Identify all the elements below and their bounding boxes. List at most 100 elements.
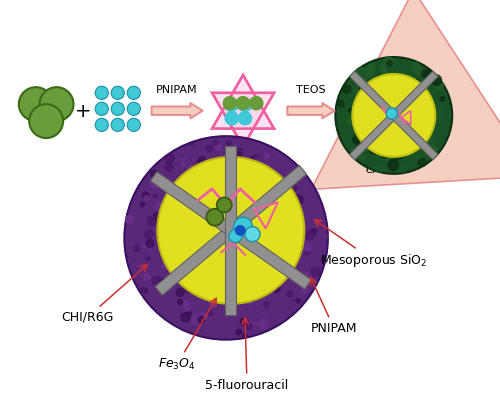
Circle shape	[218, 210, 222, 213]
Circle shape	[228, 164, 234, 169]
Circle shape	[306, 231, 314, 239]
Circle shape	[224, 271, 232, 278]
Circle shape	[246, 245, 250, 249]
Circle shape	[186, 239, 194, 247]
Circle shape	[382, 114, 388, 120]
Circle shape	[304, 250, 310, 255]
Circle shape	[262, 244, 268, 250]
Circle shape	[220, 238, 225, 243]
Circle shape	[386, 108, 398, 119]
Circle shape	[294, 195, 303, 204]
Circle shape	[434, 106, 444, 116]
Circle shape	[428, 113, 439, 124]
Circle shape	[379, 146, 388, 154]
Circle shape	[212, 241, 220, 250]
Circle shape	[388, 111, 396, 118]
Circle shape	[287, 291, 293, 297]
Circle shape	[238, 195, 244, 201]
Circle shape	[251, 242, 260, 251]
Circle shape	[214, 231, 218, 235]
Circle shape	[268, 205, 276, 213]
Circle shape	[166, 231, 170, 235]
Circle shape	[240, 236, 248, 245]
Circle shape	[240, 232, 250, 241]
Circle shape	[159, 278, 168, 288]
Circle shape	[302, 286, 308, 292]
Text: TEOS: TEOS	[296, 85, 326, 95]
Circle shape	[213, 231, 217, 234]
Circle shape	[220, 157, 227, 164]
Circle shape	[424, 102, 428, 106]
Circle shape	[166, 192, 170, 196]
Circle shape	[176, 227, 182, 232]
Circle shape	[259, 173, 264, 177]
Circle shape	[127, 118, 140, 131]
Circle shape	[229, 229, 242, 243]
Circle shape	[392, 113, 398, 119]
Text: $Fe_3O_4$: $Fe_3O_4$	[158, 298, 216, 372]
Circle shape	[256, 255, 264, 264]
Circle shape	[320, 234, 328, 241]
Circle shape	[150, 180, 160, 188]
Circle shape	[410, 80, 420, 89]
Circle shape	[384, 127, 394, 137]
Circle shape	[252, 155, 258, 162]
Circle shape	[223, 239, 229, 245]
Circle shape	[158, 274, 164, 279]
Circle shape	[186, 190, 194, 198]
Circle shape	[391, 113, 400, 123]
Circle shape	[373, 104, 384, 115]
Circle shape	[418, 159, 426, 166]
Circle shape	[398, 112, 405, 120]
Circle shape	[382, 115, 392, 125]
Circle shape	[387, 61, 392, 67]
Polygon shape	[212, 93, 274, 146]
Circle shape	[243, 238, 246, 241]
Circle shape	[410, 86, 415, 90]
Circle shape	[262, 211, 269, 217]
Circle shape	[226, 244, 232, 251]
Circle shape	[225, 231, 234, 240]
Circle shape	[378, 109, 384, 114]
Circle shape	[190, 210, 197, 217]
Text: PNIPAM: PNIPAM	[156, 85, 198, 95]
Circle shape	[356, 140, 362, 146]
Text: 5-fluorouracil: 5-fluorouracil	[206, 318, 288, 392]
Circle shape	[428, 74, 438, 84]
Circle shape	[229, 287, 234, 292]
Circle shape	[394, 149, 404, 159]
Circle shape	[392, 152, 400, 159]
Circle shape	[256, 243, 260, 247]
Circle shape	[360, 84, 368, 92]
Circle shape	[245, 226, 260, 242]
Circle shape	[370, 137, 376, 142]
Circle shape	[218, 257, 222, 261]
Circle shape	[230, 243, 237, 250]
Circle shape	[233, 291, 238, 296]
Circle shape	[392, 119, 399, 126]
Circle shape	[205, 291, 213, 299]
Circle shape	[237, 257, 240, 260]
Circle shape	[390, 110, 397, 118]
Circle shape	[380, 82, 384, 86]
Circle shape	[238, 248, 245, 255]
Circle shape	[145, 230, 153, 238]
Circle shape	[111, 118, 124, 131]
Circle shape	[225, 98, 238, 112]
Circle shape	[188, 246, 197, 254]
Circle shape	[144, 274, 150, 280]
Circle shape	[282, 213, 286, 217]
Circle shape	[220, 163, 224, 167]
Circle shape	[176, 251, 185, 260]
Circle shape	[431, 75, 442, 85]
Circle shape	[428, 145, 436, 153]
Circle shape	[130, 250, 136, 256]
Circle shape	[412, 142, 417, 146]
Circle shape	[194, 257, 196, 260]
Circle shape	[354, 88, 358, 93]
Circle shape	[276, 253, 284, 262]
Circle shape	[240, 318, 247, 325]
Circle shape	[438, 128, 446, 135]
Circle shape	[386, 108, 395, 118]
Circle shape	[222, 235, 228, 241]
